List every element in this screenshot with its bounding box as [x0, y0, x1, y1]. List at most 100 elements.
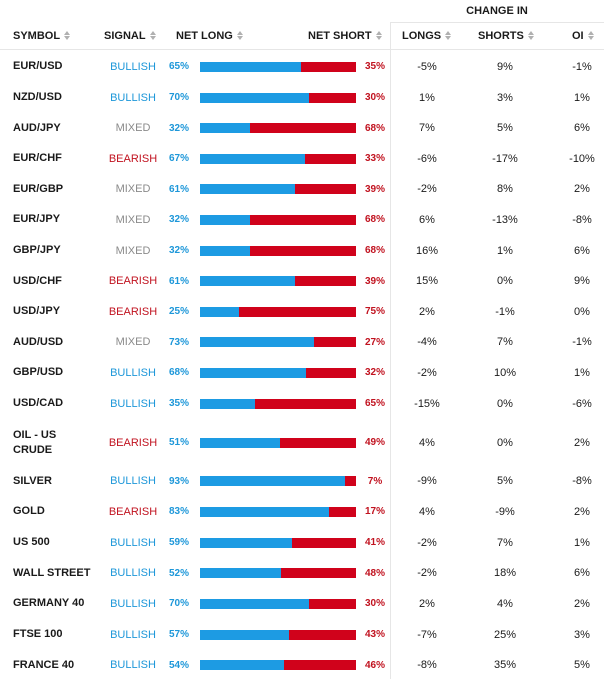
table-row[interactable]: NZD/USD BULLISH 70% 30% 1% 3% 1%: [0, 82, 604, 113]
symbol-cell[interactable]: EUR/CHF: [13, 143, 93, 174]
table-row[interactable]: GOLD BEARISH 83% 17% 4% -9% 2%: [0, 496, 604, 527]
sort-icon[interactable]: [445, 31, 452, 40]
signal-label: BEARISH: [108, 275, 158, 287]
table-row[interactable]: AUD/USD MIXED 73% 27% -4% 7% -1%: [0, 327, 604, 357]
symbol-cell[interactable]: AUD/USD: [13, 327, 93, 357]
symbol-cell[interactable]: USD/JPY: [13, 296, 93, 327]
sort-icon[interactable]: [527, 31, 534, 40]
symbol-cell[interactable]: EUR/USD: [13, 51, 93, 82]
symbol-cell[interactable]: GOLD: [13, 496, 93, 527]
symbol-cell[interactable]: EUR/GBP: [13, 174, 93, 204]
symbol-label[interactable]: AUD/JPY: [13, 121, 61, 134]
table-row[interactable]: GERMANY 40 BULLISH 70% 30% 2% 4% 2%: [0, 588, 604, 619]
symbol-cell[interactable]: WALL STREET: [13, 558, 93, 588]
table-row[interactable]: EUR/CHF BEARISH 67% 33% -6% -17% -10%: [0, 143, 604, 174]
shorts-change-cell: 5%: [470, 113, 540, 143]
signal-column-header[interactable]: SIGNAL: [104, 22, 156, 49]
symbol-label[interactable]: EUR/GBP: [13, 182, 64, 195]
symbol-label[interactable]: USD/CAD: [13, 397, 64, 409]
symbol-label[interactable]: GERMANY 40: [13, 597, 85, 609]
oi-change-value: -1%: [572, 60, 592, 73]
symbol-label[interactable]: GOLD: [13, 505, 45, 517]
table-row[interactable]: USD/CAD BULLISH 35% 65% -15% 0% -6%: [0, 388, 604, 419]
symbol-cell[interactable]: US 500: [13, 527, 93, 558]
table-row[interactable]: US 500 BULLISH 59% 41% -2% 7% 1%: [0, 527, 604, 558]
table-row[interactable]: WALL STREET BULLISH 52% 48% -2% 18% 6%: [0, 558, 604, 588]
table-row[interactable]: OIL - US CRUDE BEARISH 51% 49% 4% 0% 2%: [0, 419, 604, 466]
signal-cell: MIXED: [102, 327, 164, 357]
net-short-cell: 35%: [360, 51, 390, 82]
symbol-column-header[interactable]: SYMBOL: [13, 22, 71, 49]
symbol-cell[interactable]: GERMANY 40: [13, 588, 93, 619]
symbol-label[interactable]: SILVER: [13, 474, 52, 487]
symbol-cell[interactable]: USD/CHF: [13, 266, 93, 296]
oi-change-cell: 2%: [548, 588, 604, 619]
net-short-column-header[interactable]: NET SHORT: [308, 22, 382, 49]
net-short-cell: 39%: [360, 174, 390, 204]
symbol-label[interactable]: GBP/JPY: [13, 244, 61, 256]
symbol-cell[interactable]: FRANCE 40: [13, 650, 93, 679]
symbol-label[interactable]: US 500: [13, 536, 50, 548]
longs-column-header[interactable]: LONGS: [402, 22, 452, 49]
table-row[interactable]: USD/CHF BEARISH 61% 39% 15% 0% 9%: [0, 266, 604, 296]
table-row[interactable]: EUR/USD BULLISH 65% 35% -5% 9% -1%: [0, 51, 604, 82]
oi-change-value: -8%: [572, 475, 592, 487]
shorts-change-cell: 8%: [470, 174, 540, 204]
symbol-label[interactable]: OIL - US CRUDE: [13, 428, 57, 456]
symbol-label[interactable]: WALL STREET: [13, 566, 91, 579]
table-row[interactable]: FTSE 100 BULLISH 57% 43% -7% 25% 3%: [0, 619, 604, 650]
symbol-cell[interactable]: GBP/JPY: [13, 235, 93, 266]
shorts-change-value: 25%: [493, 628, 517, 641]
change-in-rule: [390, 22, 604, 23]
sort-icon[interactable]: [587, 31, 594, 40]
symbol-cell[interactable]: OIL - US CRUDE: [13, 419, 93, 466]
sentiment-bar-cell: [200, 235, 356, 266]
symbol-label[interactable]: FRANCE 40: [13, 658, 75, 671]
net-long-value: 67%: [168, 153, 189, 164]
longs-change-cell: 2%: [396, 296, 458, 327]
sort-icon[interactable]: [236, 31, 243, 40]
symbol-cell[interactable]: AUD/JPY: [13, 113, 93, 143]
longs-change-value: -6%: [417, 152, 437, 165]
symbol-label[interactable]: AUD/USD: [13, 335, 64, 348]
table-row[interactable]: SILVER BULLISH 93% 7% -9% 5% -8%: [0, 466, 604, 496]
symbol-cell[interactable]: USD/CAD: [13, 388, 93, 419]
symbol-cell[interactable]: EUR/JPY: [13, 204, 93, 235]
table-row[interactable]: GBP/USD BULLISH 68% 32% -2% 10% 1%: [0, 357, 604, 388]
longs-change-cell: -9%: [396, 466, 458, 496]
symbol-cell[interactable]: SILVER: [13, 466, 93, 496]
shorts-header-label: SHORTS: [478, 29, 524, 42]
sort-icon[interactable]: [149, 31, 156, 40]
symbol-label[interactable]: GBP/USD: [13, 366, 64, 378]
symbol-label[interactable]: USD/CHF: [13, 274, 62, 287]
oi-change-cell: 3%: [548, 619, 604, 650]
net-long-column-header[interactable]: NET LONG: [176, 22, 243, 49]
longs-change-cell: 16%: [396, 235, 458, 266]
symbol-label[interactable]: FTSE 100: [13, 628, 63, 640]
sort-icon[interactable]: [375, 31, 382, 40]
table-row[interactable]: USD/JPY BEARISH 25% 75% 2% -1% 0%: [0, 296, 604, 327]
sentiment-bar-cell: [200, 619, 356, 650]
table-row[interactable]: EUR/JPY MIXED 32% 68% 6% -13% -8%: [0, 204, 604, 235]
symbol-label[interactable]: USD/JPY: [13, 305, 61, 317]
symbol-cell[interactable]: NZD/USD: [13, 82, 93, 113]
oi-column-header[interactable]: OI: [572, 22, 594, 49]
shorts-change-cell: 1%: [470, 235, 540, 266]
table-row[interactable]: AUD/JPY MIXED 32% 68% 7% 5% 6%: [0, 113, 604, 143]
symbol-label[interactable]: EUR/CHF: [13, 152, 62, 164]
net-short-value: 75%: [364, 306, 385, 317]
table-row[interactable]: GBP/JPY MIXED 32% 68% 16% 1% 6%: [0, 235, 604, 266]
symbol-label[interactable]: EUR/USD: [13, 60, 63, 72]
symbol-label[interactable]: EUR/JPY: [13, 213, 61, 225]
table-row[interactable]: FRANCE 40 BULLISH 54% 46% -8% 35% 5%: [0, 650, 604, 679]
table-row[interactable]: EUR/GBP MIXED 61% 39% -2% 8% 2%: [0, 174, 604, 204]
shorts-column-header[interactable]: SHORTS: [478, 22, 534, 49]
net-long-cell: 93%: [164, 466, 194, 496]
shorts-change-value: -1%: [495, 305, 515, 318]
net-long-value: 61%: [168, 183, 189, 195]
symbol-cell[interactable]: GBP/USD: [13, 357, 93, 388]
sort-icon[interactable]: [64, 31, 71, 40]
symbol-label[interactable]: NZD/USD: [13, 91, 62, 103]
symbol-cell[interactable]: FTSE 100: [13, 619, 93, 650]
sentiment-bar-cell: [200, 143, 356, 174]
